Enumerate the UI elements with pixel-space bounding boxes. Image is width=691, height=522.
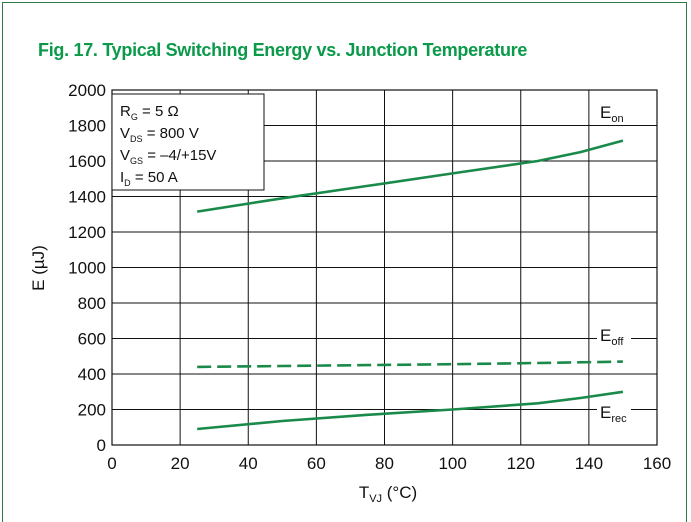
series-line-rec xyxy=(197,392,623,429)
x-tick-label: 60 xyxy=(307,454,326,473)
y-tick-label: 800 xyxy=(78,294,106,313)
y-tick-label: 1600 xyxy=(68,152,106,171)
series-line-off xyxy=(197,362,623,367)
x-tick-label: 40 xyxy=(239,454,258,473)
y-tick-label: 2000 xyxy=(68,81,106,100)
y-tick-label: 200 xyxy=(78,401,106,420)
x-axis-title: TVJ (°C) xyxy=(359,483,417,505)
y-tick-label: 1000 xyxy=(68,259,106,278)
x-tick-label: 160 xyxy=(643,454,671,473)
y-tick-label: 400 xyxy=(78,365,106,384)
series-label-on: Eon xyxy=(600,103,624,125)
x-tick-label: 20 xyxy=(171,454,190,473)
y-tick-label: 1400 xyxy=(68,188,106,207)
x-tick-label: 100 xyxy=(438,454,466,473)
y-tick-label: 0 xyxy=(97,436,106,455)
condition-line: RG = 5 Ω xyxy=(120,103,179,122)
x-tick-label: 0 xyxy=(107,454,116,473)
y-tick-label: 1200 xyxy=(68,223,106,242)
y-axis-title: E (µJ) xyxy=(29,245,48,291)
x-tick-label: 120 xyxy=(507,454,535,473)
x-tick-label: 140 xyxy=(575,454,603,473)
y-tick-label: 1800 xyxy=(68,117,106,136)
x-tick-label: 80 xyxy=(375,454,394,473)
y-tick-label: 600 xyxy=(78,330,106,349)
